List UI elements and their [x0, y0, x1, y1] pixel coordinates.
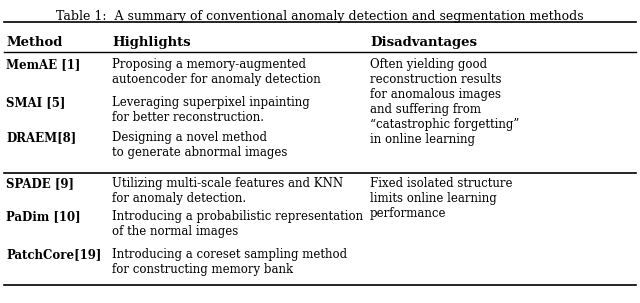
Text: PaDim [10]: PaDim [10] — [6, 210, 81, 223]
Text: Utilizing multi-scale features and KNN
for anomaly detection.: Utilizing multi-scale features and KNN f… — [112, 177, 343, 205]
Text: Introducing a probabilistic representation
of the normal images: Introducing a probabilistic representati… — [112, 210, 363, 238]
Text: Designing a novel method
to generate abnormal images: Designing a novel method to generate abn… — [112, 131, 287, 159]
Text: Method: Method — [6, 36, 62, 49]
Text: PatchCore[19]: PatchCore[19] — [6, 248, 101, 261]
Text: Fixed isolated structure
limits online learning
performance: Fixed isolated structure limits online l… — [370, 177, 513, 220]
Text: Introducing a coreset sampling method
for constructing memory bank: Introducing a coreset sampling method fo… — [112, 248, 347, 276]
Text: Leveraging superpixel inpainting
for better reconstruction.: Leveraging superpixel inpainting for bet… — [112, 96, 310, 124]
Text: Proposing a memory-augmented
autoencoder for anomaly detection: Proposing a memory-augmented autoencoder… — [112, 58, 321, 86]
Text: Highlights: Highlights — [112, 36, 191, 49]
Text: Disadvantages: Disadvantages — [370, 36, 477, 49]
Text: MemAE [1]: MemAE [1] — [6, 58, 81, 71]
Text: SPADE [9]: SPADE [9] — [6, 177, 74, 190]
Text: DRAEM[8]: DRAEM[8] — [6, 131, 76, 144]
Text: Table 1:  A summary of conventional anomaly detection and segmentation methods: Table 1: A summary of conventional anoma… — [56, 10, 584, 23]
Text: SMAI [5]: SMAI [5] — [6, 96, 65, 109]
Text: Often yielding good
reconstruction results
for anomalous images
and suffering fr: Often yielding good reconstruction resul… — [370, 58, 520, 146]
